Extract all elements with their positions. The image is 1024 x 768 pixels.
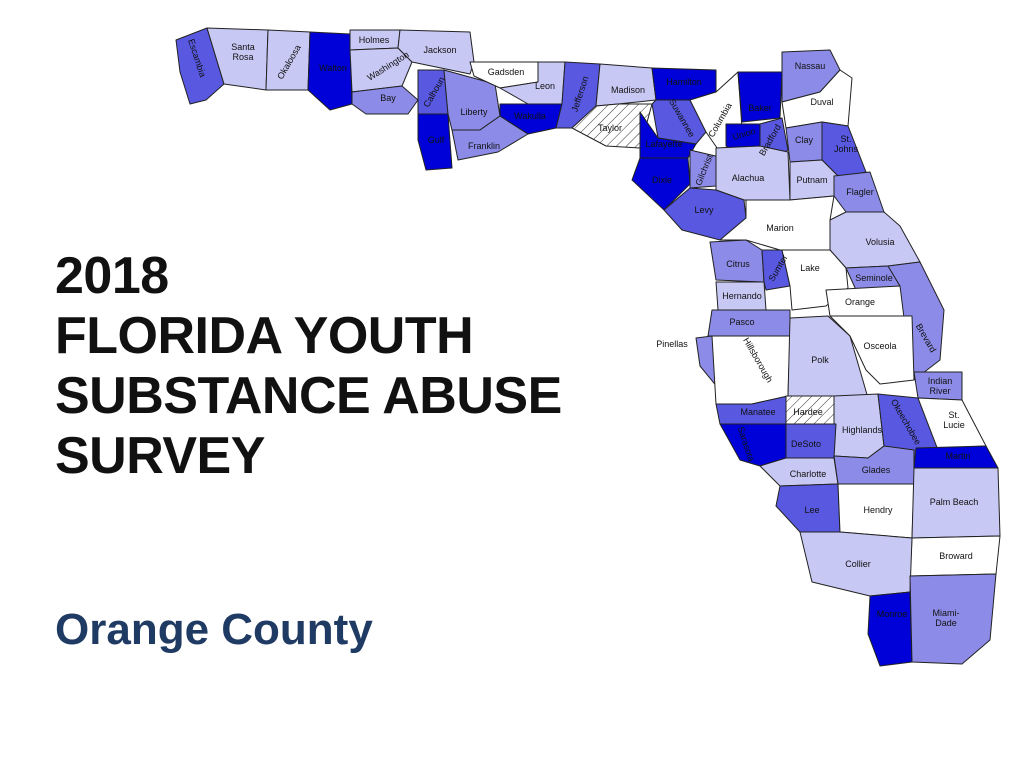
county-label-bay: Bay	[380, 93, 396, 103]
county-label-lafayette: Lafayette	[645, 139, 682, 149]
title-line-survey: SURVEY	[55, 427, 265, 485]
county-label-lake: Lake	[800, 263, 820, 273]
county-label-putnam: Putnam	[796, 175, 827, 185]
county-label-gulf: Gulf	[428, 135, 445, 145]
county-label-gadsden: Gadsden	[488, 67, 525, 77]
county-walton	[307, 31, 353, 111]
county-osceola	[829, 315, 915, 385]
county-label-jackson: Jackson	[423, 45, 456, 55]
county-levy	[663, 187, 747, 241]
county-label-nassau: Nassau	[795, 61, 826, 71]
county-label-lee: Lee	[804, 505, 819, 515]
county-label-desoto: DeSoto	[791, 439, 821, 449]
slide-title: 2018 FLORIDA YOUTH SUBSTANCE ABUSE SURVE…	[55, 246, 695, 486]
county-label-citrus: Citrus	[726, 259, 750, 269]
county-label-polk: Polk	[811, 355, 829, 365]
county-subtitle: Orange County	[55, 605, 373, 654]
county-label-flagler: Flagler	[846, 187, 874, 197]
county-label-hernando: Hernando	[722, 291, 762, 301]
county-jackson	[397, 29, 475, 75]
county-monroe	[867, 591, 913, 667]
county-label-wakulla: Wakulla	[514, 111, 546, 121]
county-label-franklin: Franklin	[468, 141, 500, 151]
county-label-duval: Duval	[810, 97, 833, 107]
county-label-holmes: Holmes	[359, 35, 390, 45]
county-label-hendry: Hendry	[863, 505, 893, 515]
county-label-monroe: Monroe	[877, 609, 908, 619]
county-label-collier: Collier	[845, 559, 871, 569]
county-label-walton: Walton	[319, 63, 347, 73]
county-washington	[349, 47, 413, 93]
county-dixie	[631, 157, 691, 211]
county-label-st-johns: St. Johns	[834, 134, 859, 154]
county-label-clay: Clay	[795, 135, 814, 145]
county-bay	[351, 85, 419, 115]
county-brevard	[887, 261, 945, 381]
county-label-broward: Broward	[939, 551, 973, 561]
county-baker	[737, 71, 783, 123]
county-label-seminole: Seminole	[855, 273, 893, 283]
county-label-marion: Marion	[766, 223, 794, 233]
county-label-osceola: Osceola	[863, 341, 896, 351]
county-gulf	[417, 113, 453, 171]
county-madison	[595, 63, 657, 107]
county-label-charlotte: Charlotte	[790, 469, 827, 479]
county-label-hamilton: Hamilton	[666, 77, 702, 87]
county-label-hardee: Hardee	[793, 407, 823, 417]
county-label-alachua: Alachua	[732, 173, 765, 183]
county-label-pinellas: Pinellas	[656, 339, 688, 349]
county-label-leon: Leon	[535, 81, 555, 91]
county-label-pasco: Pasco	[729, 317, 754, 327]
county-label-glades: Glades	[862, 465, 891, 475]
title-line-state: FLORIDA YOUTH	[55, 307, 474, 365]
county-label-indian-river: Indian River	[928, 376, 953, 396]
county-label-palm-beach: Palm Beach	[930, 497, 979, 507]
title-line-topic: SUBSTANCE ABUSE	[55, 367, 562, 425]
county-label-dixie: Dixie	[652, 175, 672, 185]
county-label-highlands: Highlands	[842, 425, 883, 435]
county-sumter	[761, 249, 791, 291]
county-label-liberty: Liberty	[460, 107, 488, 117]
county-label-orange: Orange	[845, 297, 875, 307]
county-label-santa-rosa: Santa Rosa	[231, 42, 255, 62]
county-label-manatee: Manatee	[740, 407, 775, 417]
county-label-taylor: Taylor	[598, 123, 622, 133]
county-label-st-lucie: St. Lucie	[943, 410, 965, 430]
county-label-levy: Levy	[694, 205, 714, 215]
county-miami-dade	[909, 573, 997, 665]
county-label-baker: Baker	[748, 103, 772, 113]
county-label-madison: Madison	[611, 85, 645, 95]
county-label-volusia: Volusia	[865, 237, 894, 247]
county-label-martin: Martin	[945, 451, 970, 461]
title-line-year: 2018	[55, 247, 169, 305]
county-label-miami-dade: Miami-Dade	[933, 608, 960, 628]
county-wakulla	[499, 103, 563, 135]
